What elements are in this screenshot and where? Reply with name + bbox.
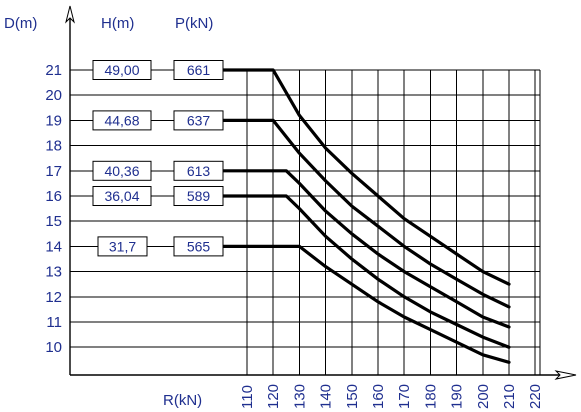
x-tick-label-150: 150 <box>344 384 361 409</box>
series-line-565 <box>221 244 511 364</box>
p-value-2: 613 <box>187 163 211 179</box>
h-value-box-0 <box>92 60 152 80</box>
y-tick-label-15: 15 <box>45 213 62 230</box>
y-tick-label-12: 12 <box>45 289 62 306</box>
series-line-661 <box>221 68 511 286</box>
x-axis-arrow <box>554 370 577 380</box>
h-value-box-1 <box>92 110 152 131</box>
p-value-box-1 <box>173 110 224 131</box>
axes <box>65 5 577 380</box>
series-line-589 <box>221 194 511 349</box>
x-tick-label-200: 200 <box>475 384 492 409</box>
y-tick-label-20: 20 <box>45 87 62 104</box>
y-tick-label-21: 21 <box>45 62 62 79</box>
p-value-box-3 <box>173 186 224 206</box>
p-value-box-4 <box>173 236 224 257</box>
y-tick-label-14: 14 <box>45 238 62 255</box>
tick-labels: 21 20 19 18 17 16 15 14 13 12 11 10 110 120 130 140 150 1… <box>45 62 544 409</box>
curves <box>221 68 511 364</box>
x-tick-label-170: 170 <box>396 384 413 409</box>
p-value-1: 637 <box>187 112 211 128</box>
h-column-header: H(m) <box>101 15 134 32</box>
y-tick-label-19: 19 <box>45 112 62 129</box>
y-tick-label-13: 13 <box>45 264 62 281</box>
h-value-box-4 <box>97 236 148 257</box>
x-tick-label-160: 160 <box>370 384 387 409</box>
y-tick-label-16: 16 <box>45 188 62 205</box>
h-value-3: 36,04 <box>104 188 139 204</box>
x-tick-label-180: 180 <box>422 384 439 409</box>
h-value-0: 49,00 <box>104 62 139 78</box>
p-value-box-0 <box>173 60 224 80</box>
x-tick-label-210: 210 <box>501 384 518 409</box>
d-column-header: D(m) <box>4 15 37 32</box>
y-tick-label-10: 10 <box>45 339 62 356</box>
y-tick-label-18: 18 <box>45 138 62 155</box>
p-value-0: 661 <box>187 62 211 78</box>
h-value-box-3 <box>92 186 152 206</box>
p-value-4: 565 <box>187 238 211 254</box>
value-boxes: 49,00 661 44,68 637 40,36 613 36,04 589 31,7 565 <box>92 60 224 257</box>
x-tick-label-190: 190 <box>449 384 466 409</box>
h-value-1: 44,68 <box>104 112 139 128</box>
x-tick-label-110: 110 <box>239 385 256 409</box>
y-tick-label-17: 17 <box>45 163 62 180</box>
x-tick-label-220: 220 <box>527 384 544 409</box>
series-line-613 <box>221 169 511 329</box>
p-value-3: 589 <box>187 188 211 204</box>
h-value-4: 31,7 <box>109 238 136 254</box>
h-value-2: 40,36 <box>104 163 139 179</box>
series-line-637 <box>221 118 511 309</box>
p-column-header: P(kN) <box>175 15 213 32</box>
x-tick-label-120: 120 <box>265 384 282 409</box>
p-value-box-2 <box>173 160 224 181</box>
x-tick-label-130: 130 <box>291 384 308 409</box>
x-tick-label-140: 140 <box>318 384 335 409</box>
y-tick-label-11: 11 <box>46 314 62 331</box>
x-axis-label: R(kN) <box>163 392 202 409</box>
h-value-box-2 <box>92 160 152 181</box>
y-axis-arrow <box>65 5 75 24</box>
